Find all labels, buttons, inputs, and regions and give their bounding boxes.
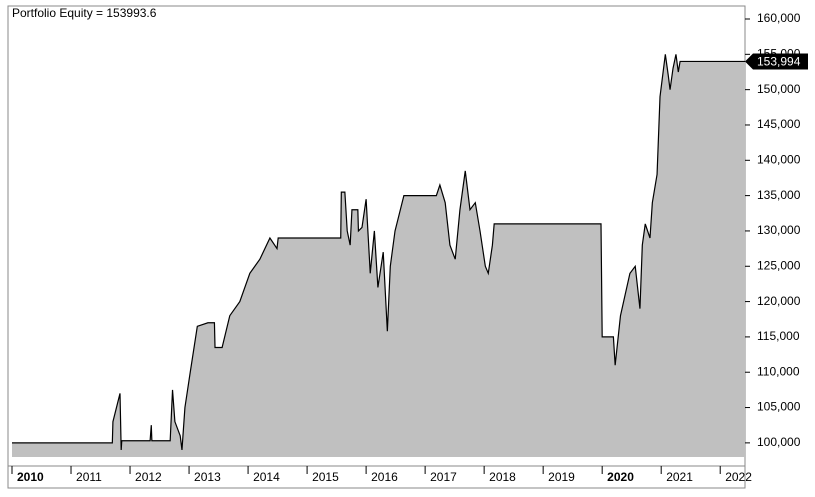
x-tick-label: 2013: [194, 470, 221, 484]
x-tick-label: 2015: [312, 470, 339, 484]
x-tick-label: 2012: [135, 470, 162, 484]
x-tick-label: 2011: [76, 470, 102, 484]
y-tick-label: 150,000: [757, 82, 801, 96]
y-tick-label: 145,000: [757, 117, 801, 131]
equity-line: [12, 54, 745, 451]
x-tick-label: 2022: [725, 470, 752, 484]
x-tick-label: 2021: [666, 470, 693, 484]
x-tick-label: 2020: [607, 470, 634, 484]
y-tick-label: 105,000: [757, 400, 801, 414]
chart-title: Portfolio Equity = 153993.6: [12, 6, 157, 20]
y-tick-label: 100,000: [757, 435, 801, 449]
y-tick-label: 120,000: [757, 294, 801, 308]
x-tick-label: 2010: [17, 470, 44, 484]
end-label-box: [745, 53, 808, 70]
y-tick-label: 125,000: [757, 258, 801, 272]
x-tick-label: 2016: [371, 470, 398, 484]
y-tick-label: 110,000: [757, 364, 800, 378]
y-tick-label: 140,000: [757, 152, 801, 166]
x-tick-label: 2017: [430, 470, 457, 484]
end-label: 153,994: [757, 55, 801, 69]
equity-area: [12, 54, 745, 457]
x-tick-label: 2014: [253, 470, 280, 484]
x-tick-label: 2019: [548, 470, 575, 484]
x-tick-label: 2018: [489, 470, 516, 484]
y-tick-label: 135,000: [757, 188, 801, 202]
y-tick-label: 130,000: [757, 223, 801, 237]
y-tick-label: 115,000: [757, 329, 800, 343]
y-tick-label: 160,000: [757, 11, 801, 25]
